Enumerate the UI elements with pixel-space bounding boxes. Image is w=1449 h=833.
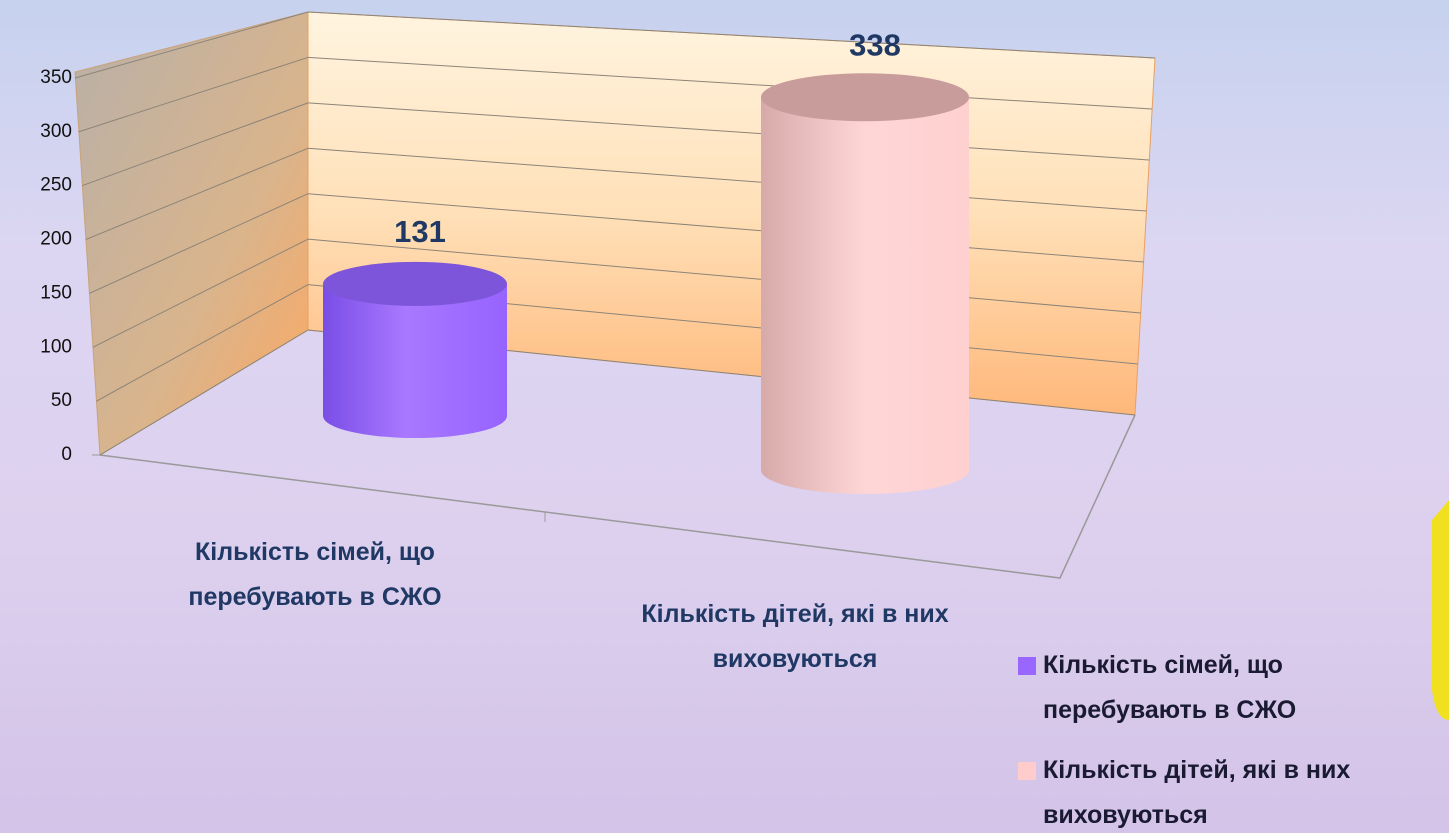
grid-line [78,56,309,133]
grid-line [307,56,1153,110]
x-tick-label: Кількість сімей, що перебувають в СЖО [188,538,442,611]
floor-edge [99,414,1136,579]
legend-label: Кількість дітей, які в них виховуються [1043,756,1351,829]
y-tick-label: 0 [61,444,72,465]
y-tick-label: 300 [40,121,72,142]
data-label: 131 [394,214,446,249]
data-label: 338 [849,27,901,62]
grid-line [74,11,309,79]
y-tick-label: 200 [40,229,72,250]
cylinder-body [761,97,969,494]
y-tick-label: 150 [40,282,72,303]
grid-line [96,284,309,402]
y-tick-label: 100 [40,336,72,357]
grid-line [89,193,309,294]
cylinder-body [323,283,507,438]
grid-line [307,193,1144,263]
y-tick-label: 50 [51,390,72,411]
grid-line [307,147,1147,212]
y-tick-label: 250 [40,175,72,196]
grid-line [307,238,1141,314]
grid-line [99,329,309,456]
y-tick-label: 350 [40,67,72,88]
x-tick-label: Кількість дітей, які в них виховуються [641,600,949,673]
legend-label: Кількість сімей, що перебувають в СЖО [1043,651,1297,724]
grid-line [307,102,1150,161]
grid-line [85,147,309,241]
left-wall [74,11,309,456]
grid-line [307,11,1156,59]
grid-line [92,238,309,348]
cylinder-top [323,261,507,306]
legend-swatch [1018,657,1036,675]
cylinder-top [761,73,969,122]
decoration [1432,500,1449,720]
legend-swatch [1018,762,1036,780]
grid-line [81,102,309,187]
